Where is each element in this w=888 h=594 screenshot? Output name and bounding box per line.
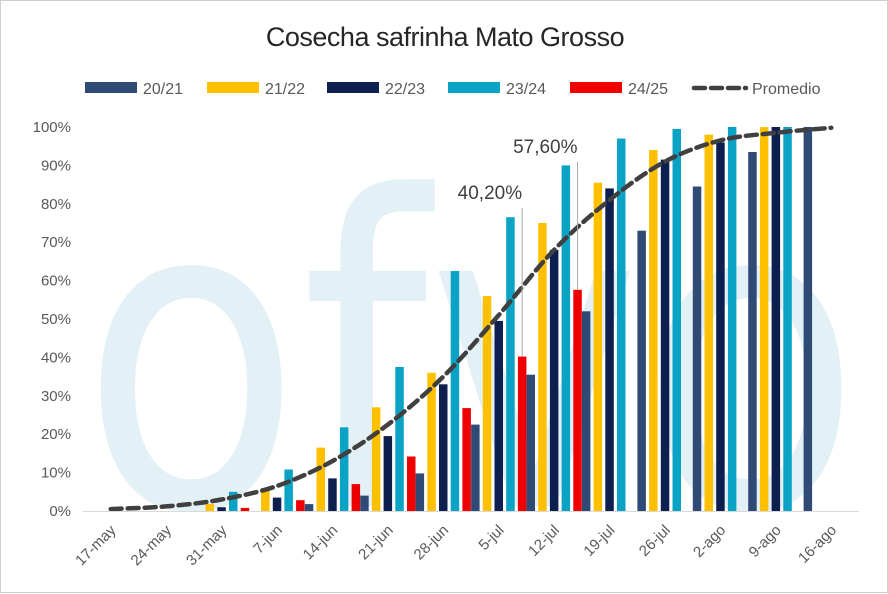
bar-23-24-2-ago xyxy=(727,127,737,511)
bar-23-24-31-may xyxy=(229,491,238,511)
y-tick-label: 30% xyxy=(41,388,71,405)
y-axis: 0% 10% 20% 30% 40% 50% 60% 70% 80% 90% 100% xyxy=(33,119,71,520)
watermark-logo: ofvo xyxy=(81,108,861,594)
average-line-path xyxy=(108,125,834,512)
bar-21-22-2-ago xyxy=(704,134,713,511)
bar-24-25-28-jun xyxy=(462,408,471,511)
bar-22-23-19-jul xyxy=(605,188,614,511)
bar-24-25-12-jul xyxy=(573,289,582,511)
y-tick-label: 20% xyxy=(41,426,71,443)
bar-20-21-2-ago xyxy=(692,186,702,511)
legend-swatch xyxy=(448,82,500,93)
bar-20-21-21-jun xyxy=(360,495,369,511)
bar-22-23-31-may xyxy=(217,507,226,511)
bar-20-21-9-ago xyxy=(748,152,757,511)
bar-20-21-16-ago xyxy=(803,127,813,511)
bar-22-23-2-ago xyxy=(716,142,725,511)
legend: 20/21 21/22 22/23 23/24 24/25 Promedio xyxy=(85,81,821,98)
bar-20-21-26-jul xyxy=(637,230,646,511)
bar-23-24-14-jun xyxy=(339,427,349,511)
bar-22-23-12-jul xyxy=(549,249,559,511)
annotations: 40,20% 57,60% xyxy=(458,137,579,357)
bar-21-22-19-jul xyxy=(593,182,603,511)
y-tick-label: 80% xyxy=(41,196,71,213)
bar-22-23-21-jun xyxy=(383,436,393,511)
bar-23-24-12-jul xyxy=(561,165,571,511)
bar-21-22-14-jun xyxy=(316,447,325,511)
y-tick-label: 50% xyxy=(41,311,71,328)
watermark-text: ofvo xyxy=(81,108,861,594)
legend-label: 20/21 xyxy=(143,81,183,98)
legend-label: 22/23 xyxy=(385,81,425,98)
bar-23-24-9-ago xyxy=(783,127,792,511)
bar-20-21-12-jul xyxy=(526,374,535,511)
bar-21-22-28-jun xyxy=(427,372,436,511)
bar-21-22-21-jun xyxy=(371,407,381,511)
chart-title: Cosecha safrinha Mato Grosso xyxy=(266,22,624,52)
bar-24-25-7-jun xyxy=(296,500,305,511)
bar-20-21-28-jun xyxy=(415,473,425,511)
y-tick-label: 100% xyxy=(33,119,71,136)
y-tick-label: 90% xyxy=(41,157,71,174)
legend-swatch xyxy=(570,82,622,93)
bar-22-23-14-jun xyxy=(328,478,337,511)
y-tick-label: 0% xyxy=(49,503,71,520)
y-tick-label: 70% xyxy=(41,234,71,251)
bar-22-23-5-jul xyxy=(494,320,503,511)
annotation-label: 40,20% xyxy=(458,183,523,204)
bar-23-24-19-jul xyxy=(617,138,626,511)
legend-label: 23/24 xyxy=(506,81,546,98)
bar-20-21-5-jul xyxy=(471,424,480,511)
bar-23-24-26-jul xyxy=(672,128,681,511)
annotation-label: 57,60% xyxy=(513,137,578,158)
legend-swatch xyxy=(327,82,379,93)
bar-21-22-31-may xyxy=(205,504,215,511)
bar-21-22-5-jul xyxy=(482,296,492,511)
legend-label: 21/22 xyxy=(265,81,305,98)
bar-24-25-21-jun xyxy=(407,456,416,511)
bar-22-23-7-jun xyxy=(272,497,282,511)
bar-21-22-26-jul xyxy=(649,150,658,511)
bar-23-24-5-jul xyxy=(506,217,515,511)
bar-24-25-14-jun xyxy=(351,484,361,511)
bar-22-23-28-jun xyxy=(439,384,448,511)
bar-21-22-7-jun xyxy=(261,488,270,511)
legend-swatch xyxy=(85,82,137,93)
bar-23-24-7-jun xyxy=(284,469,293,511)
y-tick-label: 60% xyxy=(41,273,71,290)
bar-24-25-31-may xyxy=(240,507,250,511)
bar-21-22-9-ago xyxy=(759,127,769,511)
average-line xyxy=(108,125,834,512)
bar-21-22-12-jul xyxy=(538,223,547,511)
bar-20-21-19-jul xyxy=(581,311,591,511)
legend-swatch xyxy=(207,82,259,93)
legend-label: 24/25 xyxy=(628,81,668,98)
y-tick-label: 10% xyxy=(41,465,71,482)
bar-23-24-21-jun xyxy=(395,367,404,511)
bars xyxy=(205,127,813,511)
bar-22-23-26-jul xyxy=(660,159,670,511)
bar-23-24-28-jun xyxy=(450,271,460,511)
y-tick-label: 40% xyxy=(41,349,71,366)
bar-20-21-14-jun xyxy=(304,504,314,511)
legend-label-average: Promedio xyxy=(752,81,821,98)
bar-22-23-9-ago xyxy=(771,127,781,511)
bar-24-25-5-jul xyxy=(517,356,527,511)
